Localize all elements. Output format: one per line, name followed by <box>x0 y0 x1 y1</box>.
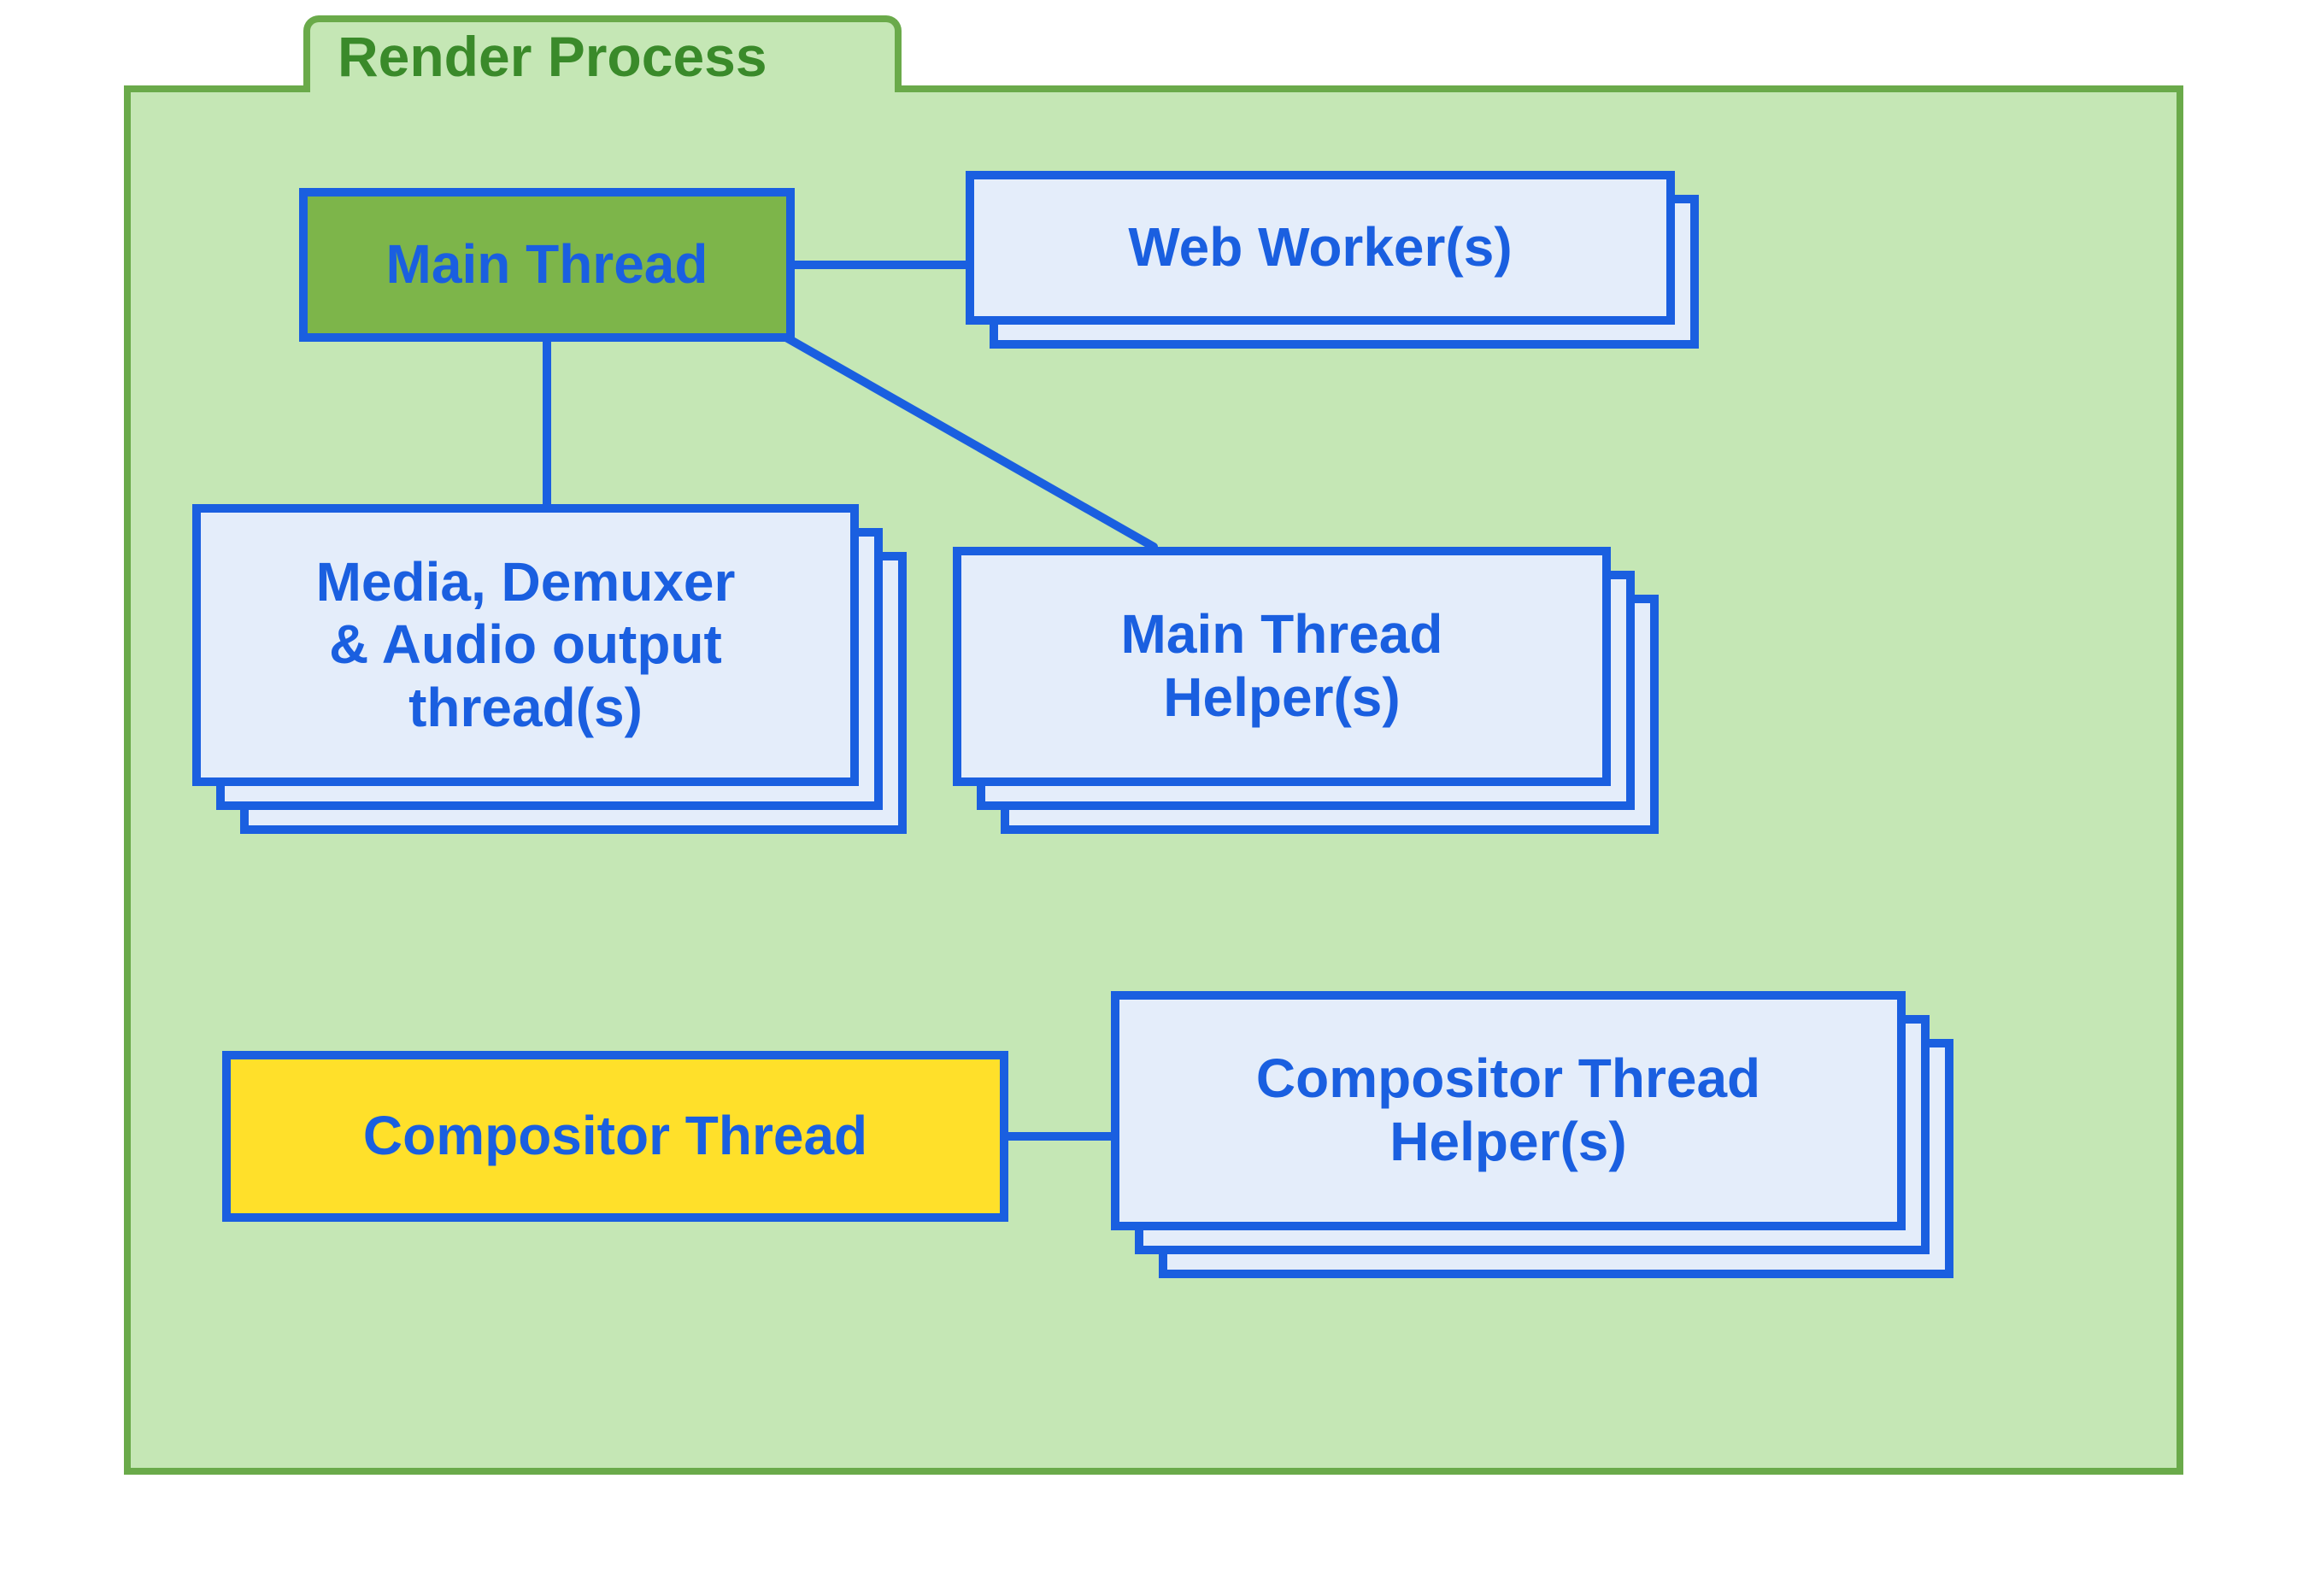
node-main: Main Thread <box>299 188 795 342</box>
container-title: Render Process <box>338 24 767 89</box>
node-compositor-label: Compositor Thread <box>363 1105 867 1168</box>
diagram-canvas: Render Process Main Thread Web Worker(s) M… <box>0 0 2297 1596</box>
node-workers-label: Web Worker(s) <box>1128 216 1512 279</box>
node-compositor: Compositor Thread <box>222 1051 1008 1222</box>
node-workers: Web Worker(s) <box>966 171 1675 325</box>
node-comp_helpers: Compositor Thread Helper(s) <box>1111 991 1906 1230</box>
container-tab-join <box>310 85 895 94</box>
node-main-label: Main Thread <box>386 233 708 296</box>
node-comp_helpers-label: Compositor Thread Helper(s) <box>1256 1047 1760 1173</box>
node-media: Media, Demuxer & Audio output thread(s) <box>192 504 859 786</box>
node-helpers-label: Main Thread Helper(s) <box>1121 603 1443 729</box>
node-media-label: Media, Demuxer & Audio output thread(s) <box>316 551 736 740</box>
node-helpers: Main Thread Helper(s) <box>953 547 1611 786</box>
